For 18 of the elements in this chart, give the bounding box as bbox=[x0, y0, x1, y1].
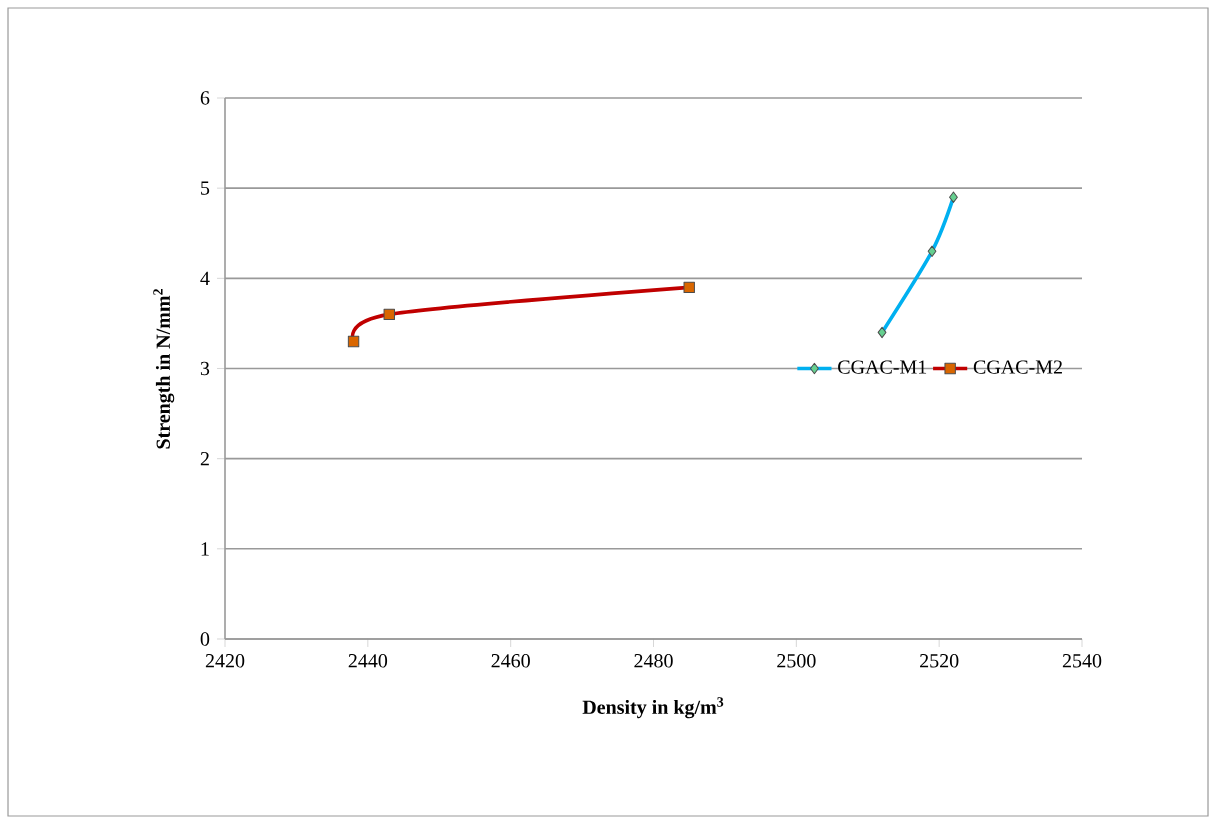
y-tick-label: 1 bbox=[201, 542, 209, 556]
y-tick-label: 5 bbox=[201, 181, 210, 195]
y-tick-label: 2 bbox=[200, 452, 209, 466]
x-tick-label: 2520 bbox=[920, 654, 959, 668]
x-tick-label: 2420 bbox=[205, 654, 245, 668]
y-tick-label: 3 bbox=[200, 361, 210, 376]
x-tick-label: 2540 bbox=[1062, 654, 1102, 668]
x-axis-title: Density in kg/m$^{3}$ bbox=[582, 697, 724, 719]
legend-label: CGAC-M2 bbox=[973, 360, 1062, 374]
y-tick-label: 0 bbox=[200, 632, 210, 646]
legend-label: CGAC-M1 bbox=[838, 360, 927, 374]
y-tick-label: 6 bbox=[200, 91, 210, 105]
x-tick-label: 2460 bbox=[491, 654, 530, 668]
x-tick-label: 2440 bbox=[348, 654, 388, 668]
y-axis-title: Strength in N/mm$^{2}$ bbox=[153, 289, 175, 449]
x-tick-label: 2480 bbox=[634, 654, 673, 668]
x-tick-label: 2500 bbox=[777, 654, 816, 668]
y-tick-label: 4 bbox=[200, 271, 210, 285]
